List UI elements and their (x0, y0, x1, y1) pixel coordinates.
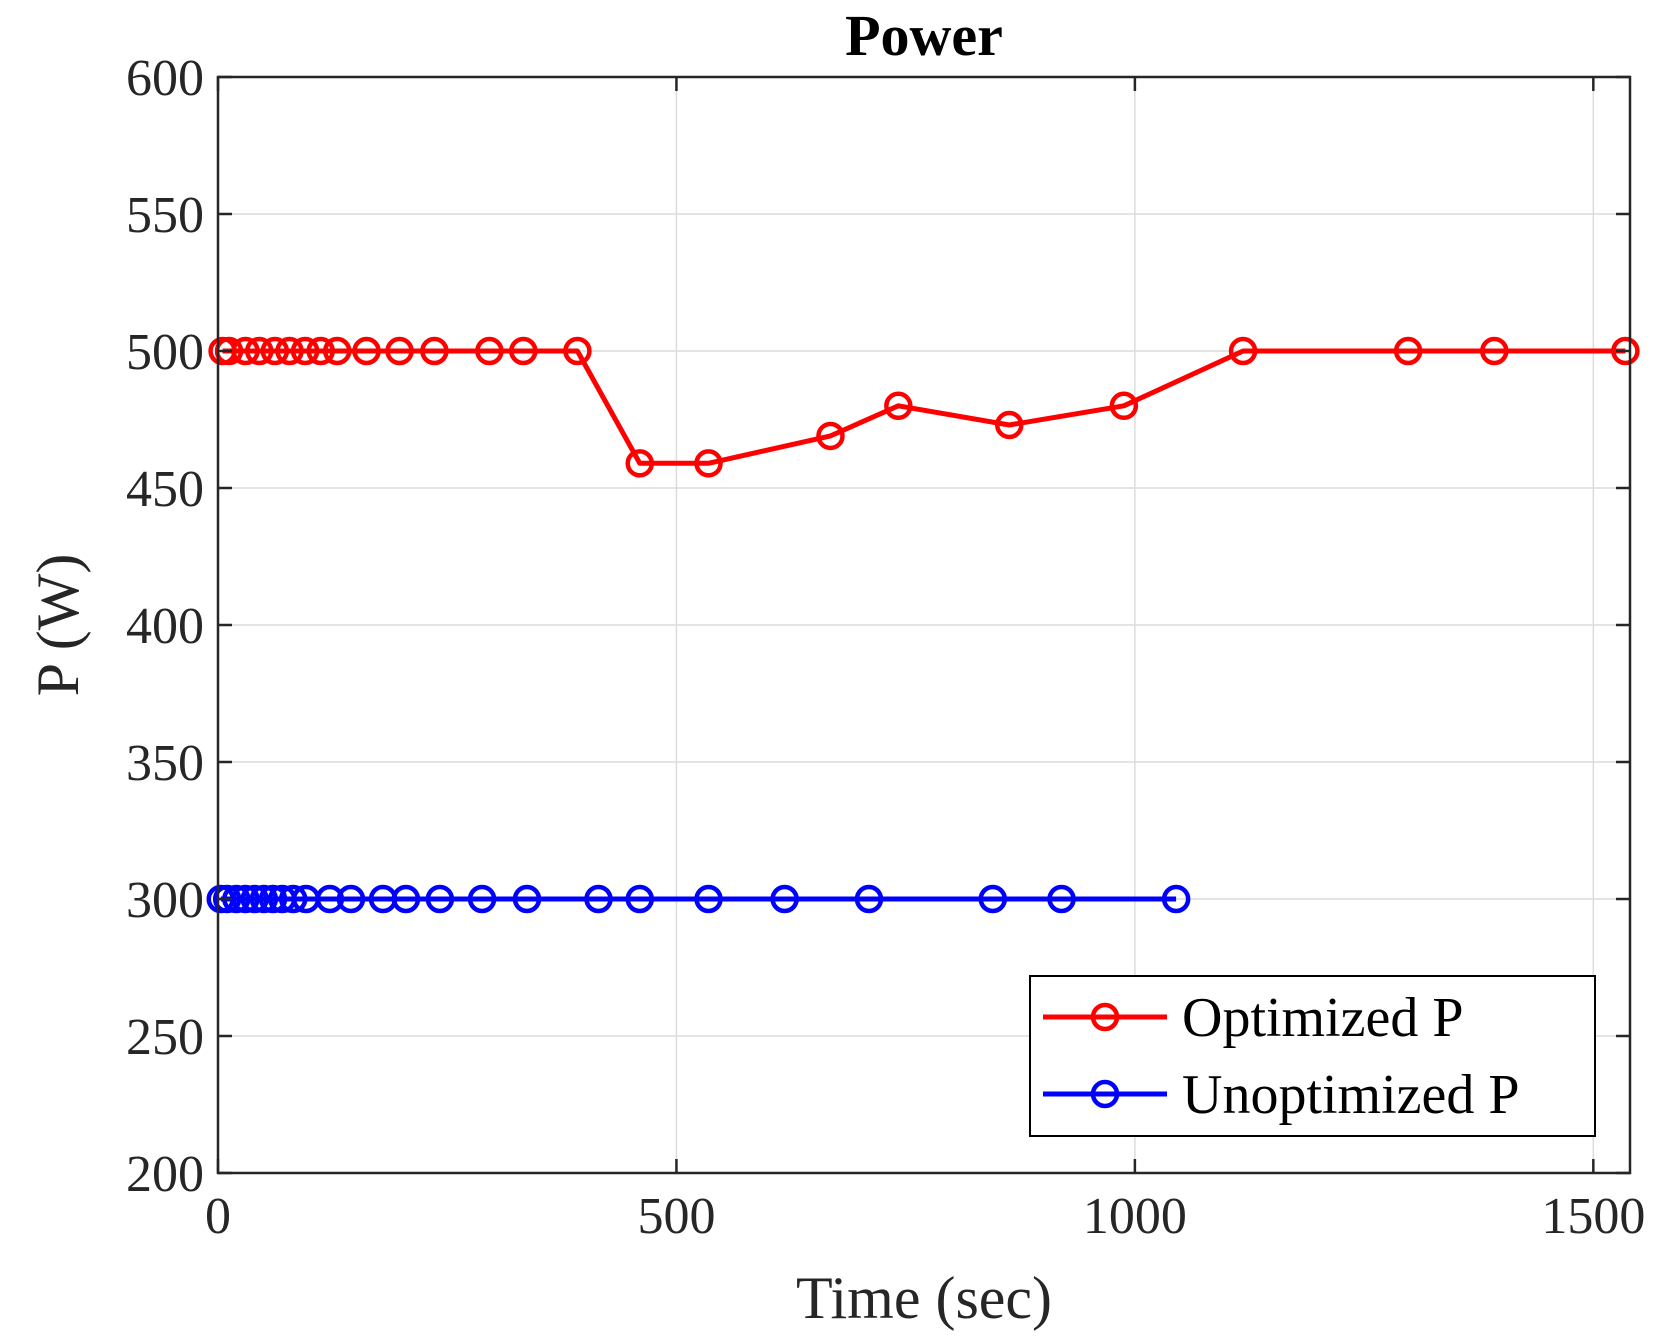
tick-labels: 0 500 1000 1500 200 250 300 350 400 450 500 550 600 (126, 50, 1645, 1245)
series-unoptimized-p (206, 884, 1191, 914)
legend-box (1029, 975, 1596, 1137)
data-point-unoptimized-p (978, 884, 1008, 914)
data-point-optimized-p (352, 336, 381, 366)
data-point-optimized-p (245, 336, 274, 366)
data-point-optimized-p (420, 336, 449, 366)
data-point-unoptimized-p (212, 884, 242, 914)
x-tick-label: 0 (205, 1188, 231, 1245)
data-point-unoptimized-p (854, 884, 884, 914)
legend: Optimized P Unoptimized P (1029, 975, 1596, 1137)
data-point-optimized-p (1228, 336, 1258, 366)
y-tick-label: 500 (126, 324, 204, 381)
legend-marker-optimized (1090, 1002, 1120, 1032)
y-tick-label: 450 (126, 461, 204, 518)
y-tick-label: 300 (126, 872, 204, 929)
y-tick-label: 250 (126, 1009, 204, 1066)
x-tick-label: 1000 (1083, 1188, 1187, 1245)
data-point-unoptimized-p (278, 884, 308, 914)
data-point-optimized-p (816, 421, 845, 451)
data-point-optimized-p (290, 336, 320, 366)
y-tick-label: 350 (126, 735, 204, 792)
data-point-optimized-p (563, 336, 592, 366)
data-point-unoptimized-p (1161, 884, 1191, 914)
data-point-optimized-p (694, 449, 723, 478)
data-point-unoptimized-p (512, 884, 542, 914)
legend-marker-unoptimized (1090, 1079, 1120, 1109)
data-point-optimized-p (995, 410, 1024, 440)
data-point-unoptimized-p (336, 884, 366, 914)
y-tick-label: 600 (126, 50, 204, 107)
data-point-optimized-p (385, 336, 414, 366)
data-point-optimized-p (884, 391, 913, 421)
data-point-unoptimized-p (467, 884, 497, 914)
y-tick-label: 550 (126, 187, 204, 244)
y-tick-label: 400 (126, 598, 204, 655)
data-point-optimized-p (509, 336, 538, 366)
data-point-optimized-p (1611, 336, 1640, 366)
data-point-unoptimized-p (694, 884, 723, 914)
data-point-unoptimized-p (231, 884, 260, 914)
legend-label-optimized: Optimized P (1182, 987, 1464, 1049)
x-tick-label: 1500 (1541, 1188, 1645, 1245)
legend-label-unoptimized: Unoptimized P (1182, 1064, 1520, 1126)
data-point-optimized-p (1109, 391, 1139, 421)
data-point-optimized-p (1480, 336, 1509, 366)
data-point-unoptimized-p (315, 884, 345, 914)
series-line-optimized-p (222, 348, 1626, 466)
data-point-unoptimized-p (391, 884, 421, 914)
x-tick-label: 500 (637, 1188, 715, 1245)
data-point-optimized-p (322, 336, 352, 366)
data-point-optimized-p (475, 336, 504, 366)
ticks (216, 75, 1630, 1175)
chart-title: Power (845, 3, 1003, 68)
data-point-optimized-p (275, 336, 304, 366)
data-point-optimized-p (231, 336, 260, 366)
data-point-unoptimized-p (625, 884, 655, 914)
y-tick-label: 200 (126, 1146, 204, 1203)
data-point-optimized-p (1393, 336, 1423, 366)
data-point-optimized-p (260, 336, 290, 366)
series-optimized-p (208, 336, 1640, 478)
data-point-unoptimized-p (258, 884, 288, 914)
data-point-optimized-p (625, 449, 655, 478)
y-axis-label: P (W) (25, 554, 91, 697)
data-point-unoptimized-p (425, 884, 455, 914)
data-point-unoptimized-p (1047, 884, 1076, 914)
data-point-unoptimized-p (584, 884, 613, 914)
data-point-unoptimized-p (249, 884, 279, 914)
data-point-optimized-p (306, 336, 335, 366)
data-point-unoptimized-p (240, 884, 269, 914)
data-point-unoptimized-p (770, 884, 799, 914)
x-axis-label: Time (sec) (796, 1265, 1052, 1331)
